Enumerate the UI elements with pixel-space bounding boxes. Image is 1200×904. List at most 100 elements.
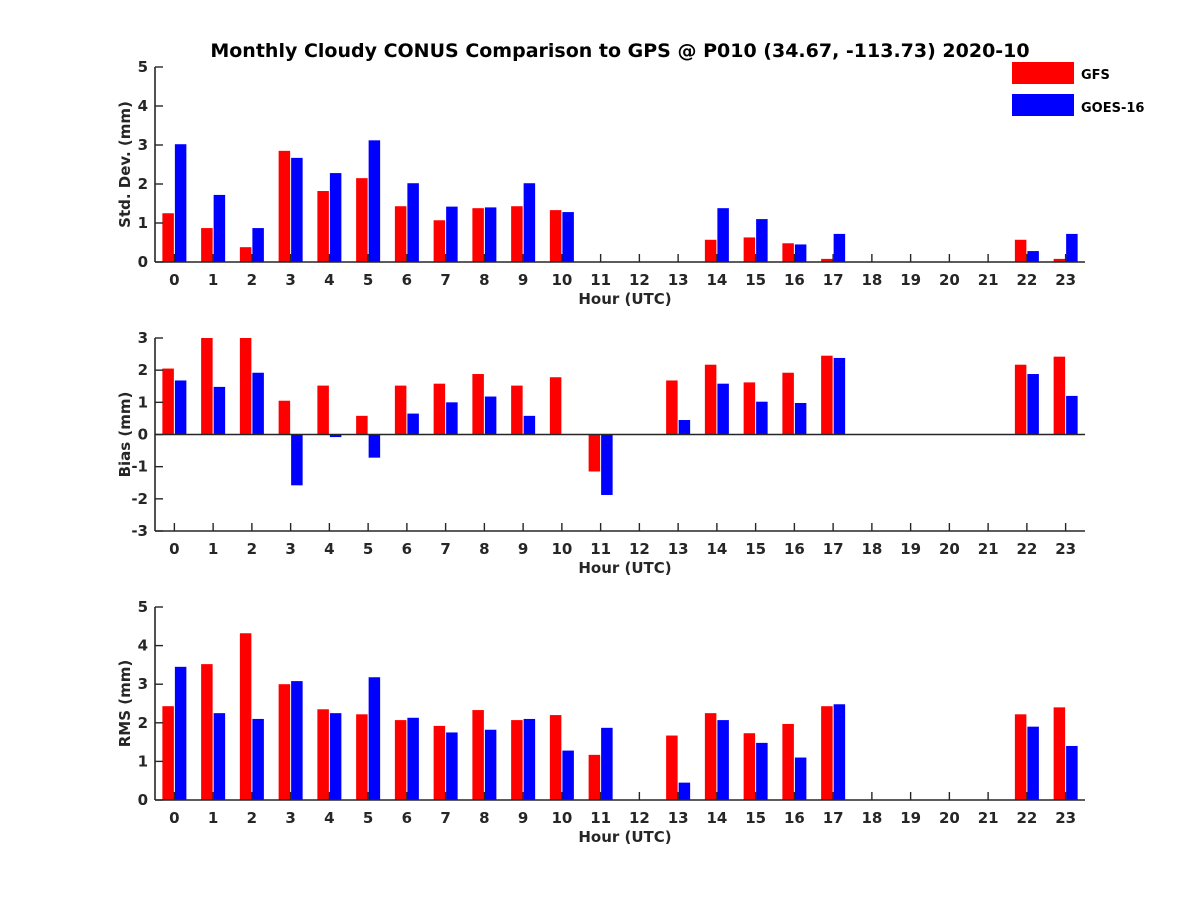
- x-tick-label: 15: [745, 540, 766, 558]
- bar-goes16-h0: [174, 380, 187, 435]
- x-tick-label: 6: [402, 540, 412, 558]
- y-tick-label: 2: [138, 361, 148, 379]
- bar-gfs-h2: [239, 338, 252, 435]
- legend-label-goes16: GOES-16: [1081, 101, 1144, 116]
- y-tick-label: 2: [138, 714, 148, 732]
- bar-gfs-h15: [743, 237, 756, 262]
- bar-goes16-h5: [368, 677, 381, 800]
- legend: GFS GOES-16: [1012, 62, 1144, 116]
- y-axis-label: Std. Dev. (mm): [116, 101, 134, 228]
- bar-gfs-h22: [1014, 364, 1027, 435]
- y-tick-label: 3: [138, 329, 148, 347]
- bar-goes16-h7: [446, 206, 458, 262]
- x-tick-label: 8: [479, 809, 489, 827]
- bar-goes16-h1: [213, 194, 226, 262]
- x-tick-label: 8: [479, 271, 489, 289]
- x-tick-label: 3: [285, 271, 295, 289]
- x-axis-label: Hour (UTC): [578, 559, 671, 577]
- x-tick-label: 22: [1016, 271, 1037, 289]
- x-tick-label: 0: [169, 540, 179, 558]
- x-tick-label: 21: [978, 271, 999, 289]
- bar-goes16-h1: [213, 386, 226, 435]
- bar-goes16-h3: [291, 434, 303, 486]
- bar-gfs-h15: [743, 382, 756, 435]
- x-tick-label: 0: [169, 271, 179, 289]
- bar-gfs-h13: [666, 735, 678, 800]
- bar-gfs-h14: [704, 713, 717, 800]
- x-tick-label: 11: [590, 540, 611, 558]
- x-tick-label: 9: [518, 540, 528, 558]
- x-tick-label: 19: [900, 809, 921, 827]
- bar-goes16-h6: [407, 413, 419, 435]
- y-tick-label: 0: [138, 791, 148, 809]
- bar-gfs-h16: [782, 372, 794, 435]
- bar-goes16-h7: [446, 402, 458, 435]
- bar-gfs-h7: [433, 725, 446, 800]
- bar-goes16-h6: [407, 717, 419, 800]
- x-tick-label: 20: [939, 271, 960, 289]
- x-tick-label: 21: [978, 540, 999, 558]
- x-tick-label: 20: [939, 809, 960, 827]
- bar-goes16-h2: [252, 718, 264, 800]
- x-tick-label: 12: [629, 540, 650, 558]
- x-tick-label: 19: [900, 271, 921, 289]
- bar-goes16-h7: [446, 732, 458, 800]
- y-tick-label: -1: [131, 458, 148, 476]
- y-tick-label: -2: [131, 490, 148, 508]
- y-tick-label: 1: [138, 214, 148, 232]
- bar-gfs-h8: [472, 710, 484, 800]
- bar-gfs-h14: [704, 364, 717, 435]
- x-tick-label: 13: [668, 271, 689, 289]
- x-tick-label: 8: [479, 540, 489, 558]
- bar-gfs-h17: [821, 258, 833, 262]
- bar-gfs-h15: [743, 733, 756, 800]
- bar-gfs-h22: [1014, 714, 1027, 800]
- bar-goes16-h15: [756, 742, 768, 800]
- x-axis-label: Hour (UTC): [578, 290, 671, 308]
- bar-goes16-h9: [523, 183, 536, 262]
- bar-goes16-h13: [678, 782, 691, 800]
- x-tick-label: 17: [823, 809, 844, 827]
- bar-goes16-h23: [1066, 395, 1078, 435]
- bar-gfs-h5: [356, 178, 368, 262]
- bar-goes16-h4: [329, 434, 342, 438]
- bar-goes16-h14: [717, 208, 729, 262]
- bar-gfs-h23: [1053, 707, 1066, 800]
- x-tick-label: 16: [784, 809, 805, 827]
- bar-gfs-h3: [278, 400, 291, 435]
- bar-gfs-h0: [162, 706, 174, 800]
- bar-goes16-h3: [291, 681, 303, 800]
- x-tick-label: 18: [861, 271, 882, 289]
- x-tick-label: 7: [440, 271, 450, 289]
- bar-gfs-h22: [1014, 239, 1027, 262]
- bar-gfs-h11: [588, 754, 601, 800]
- x-tick-label: 15: [745, 809, 766, 827]
- bar-goes16-h17: [833, 704, 846, 800]
- y-tick-label: 4: [138, 97, 148, 115]
- bar-goes16-h3: [291, 157, 303, 262]
- x-tick-label: 18: [861, 540, 882, 558]
- bar-gfs-h8: [472, 208, 484, 262]
- bar-gfs-h7: [433, 220, 446, 262]
- x-tick-label: 21: [978, 809, 999, 827]
- x-tick-label: 0: [169, 809, 179, 827]
- bar-gfs-h1: [201, 228, 213, 262]
- y-tick-label: 0: [138, 253, 148, 271]
- x-tick-label: 7: [440, 540, 450, 558]
- bar-goes16-h15: [756, 219, 768, 262]
- x-tick-label: 14: [706, 271, 727, 289]
- bar-goes16-h23: [1066, 233, 1078, 262]
- bar-gfs-h17: [821, 706, 833, 800]
- bar-goes16-h16: [794, 402, 807, 435]
- bar-goes16-h11: [601, 434, 613, 495]
- x-tick-label: 9: [518, 271, 528, 289]
- bar-goes16-h4: [329, 713, 342, 800]
- bar-goes16-h10: [562, 212, 574, 262]
- x-tick-label: 3: [285, 540, 295, 558]
- y-tick-label: 2: [138, 175, 148, 193]
- chart-title: Monthly Cloudy CONUS Comparison to GPS @…: [210, 40, 1029, 62]
